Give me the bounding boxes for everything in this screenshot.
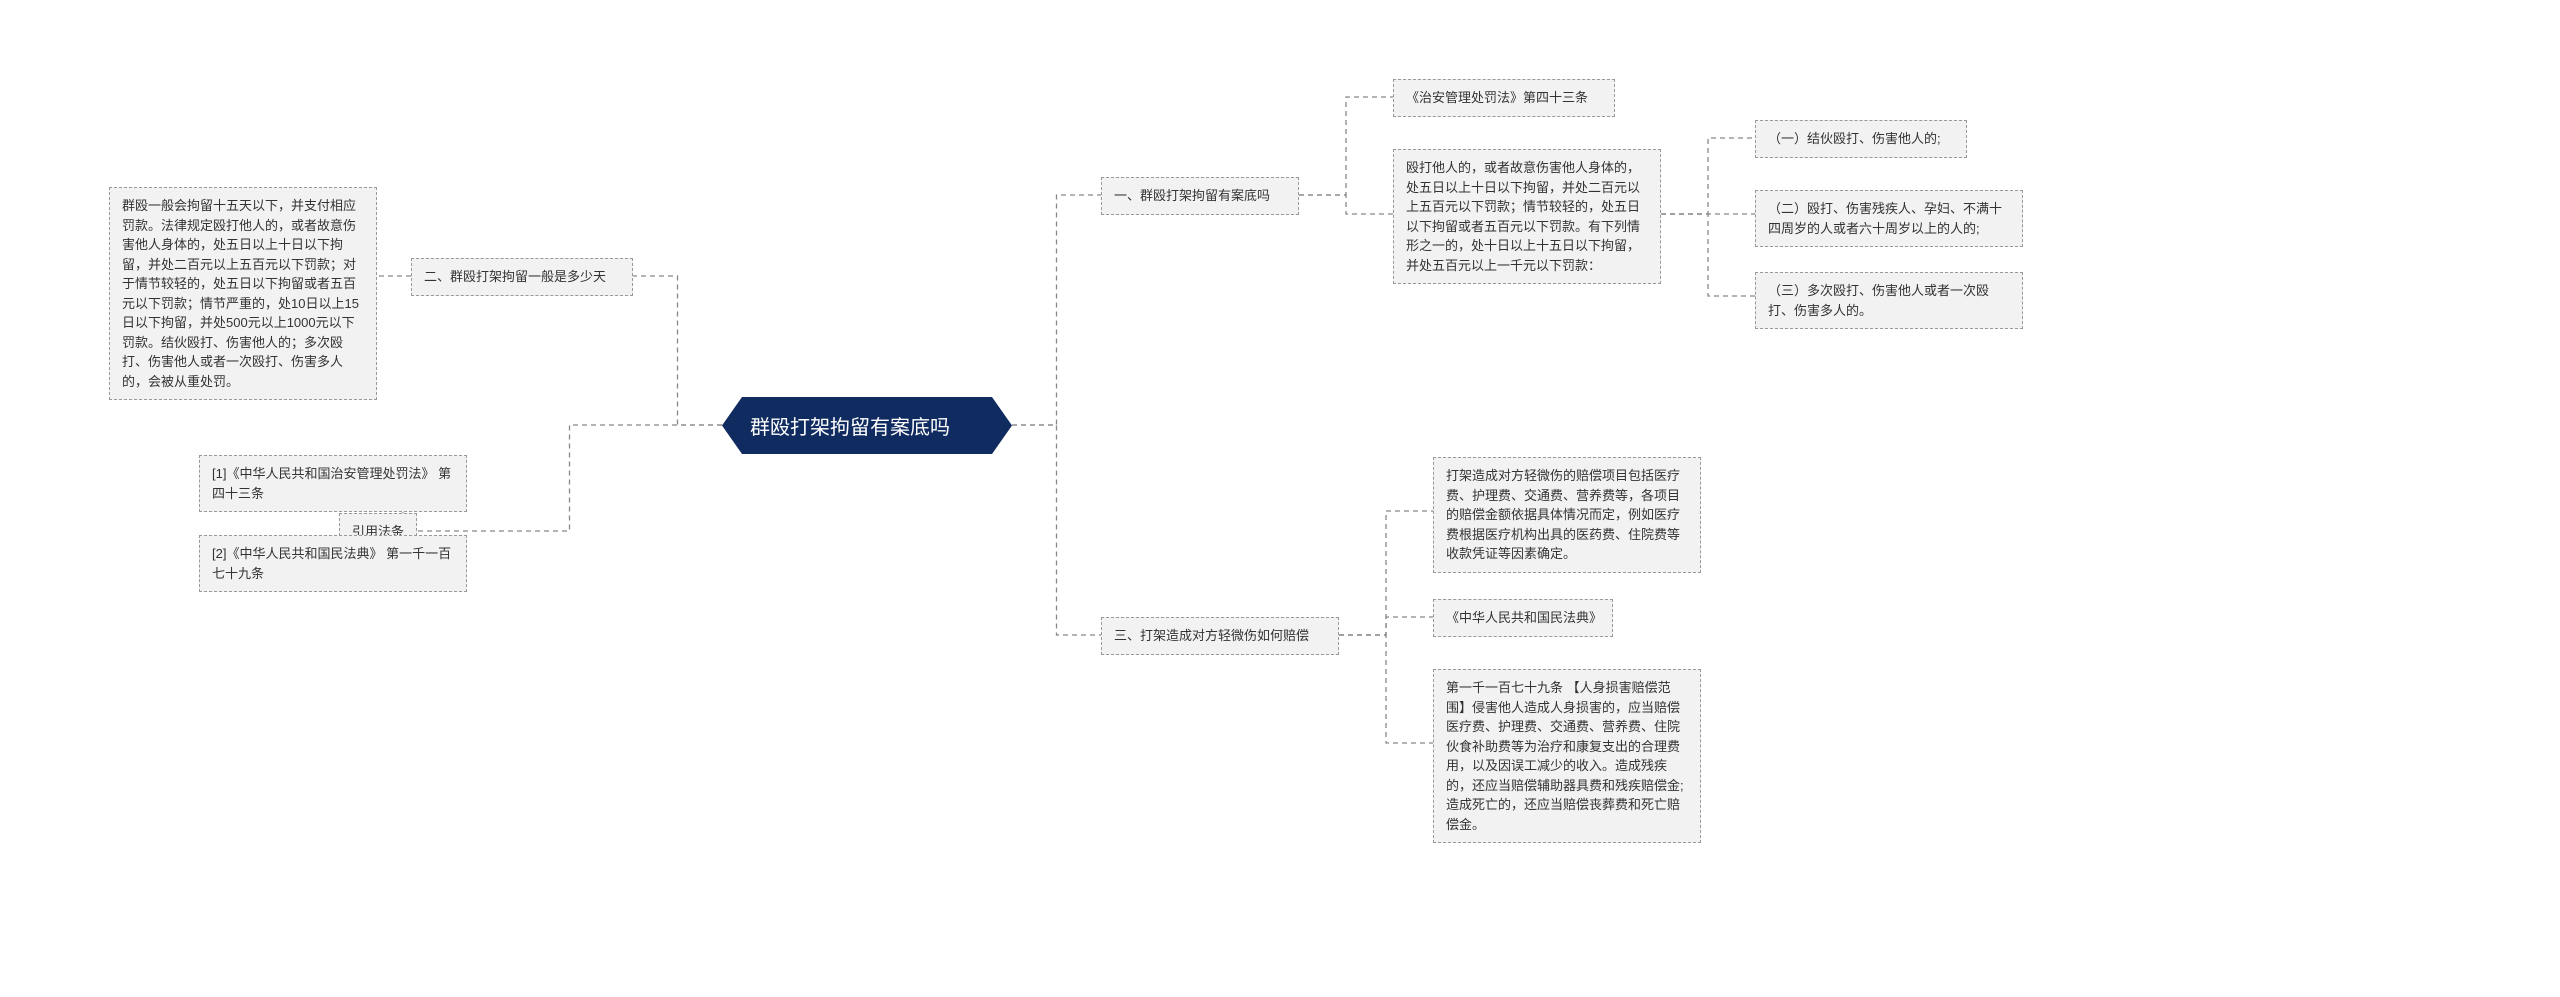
node-clause-2: （二）殴打、伤害残疾人、孕妇、不满十四周岁的人或者六十周岁以上的人的; [1755, 190, 2023, 247]
node-section-1: 一、群殴打架拘留有案底吗 [1101, 177, 1299, 215]
node-section-3-detail: 打架造成对方轻微伤的赔偿项目包括医疗费、护理费、交通费、营养费等，各项目的赔偿金… [1433, 457, 1701, 573]
node-clause-3: （三）多次殴打、伤害他人或者一次殴打、伤害多人的。 [1755, 272, 2023, 329]
node-citation-2: [2]《中华人民共和国民法典》 第一千一百七十九条 [199, 535, 467, 592]
node-citation-1: [1]《中华人民共和国治安管理处罚法》 第四十三条 [199, 455, 467, 512]
node-section-3: 三、打架造成对方轻微伤如何赔偿 [1101, 617, 1339, 655]
root-node: 群殴打架拘留有案底吗 [722, 397, 1012, 454]
node-section-3-article: 第一千一百七十九条 【人身损害赔偿范围】侵害他人造成人身损害的，应当赔偿医疗费、… [1433, 669, 1701, 843]
node-section-2-detail: 群殴一般会拘留十五天以下，并支付相应罚款。法律规定殴打他人的，或者故意伤害他人身… [109, 187, 377, 400]
node-section-1-detail: 殴打他人的，或者故意伤害他人身体的，处五日以上十日以下拘留，并处二百元以上五百元… [1393, 149, 1661, 284]
node-section-2: 二、群殴打架拘留一般是多少天 [411, 258, 633, 296]
node-section-1-law: 《治安管理处罚法》第四十三条 [1393, 79, 1615, 117]
node-section-3-law: 《中华人民共和国民法典》 [1433, 599, 1613, 637]
node-clause-1: （一）结伙殴打、伤害他人的; [1755, 120, 1967, 158]
